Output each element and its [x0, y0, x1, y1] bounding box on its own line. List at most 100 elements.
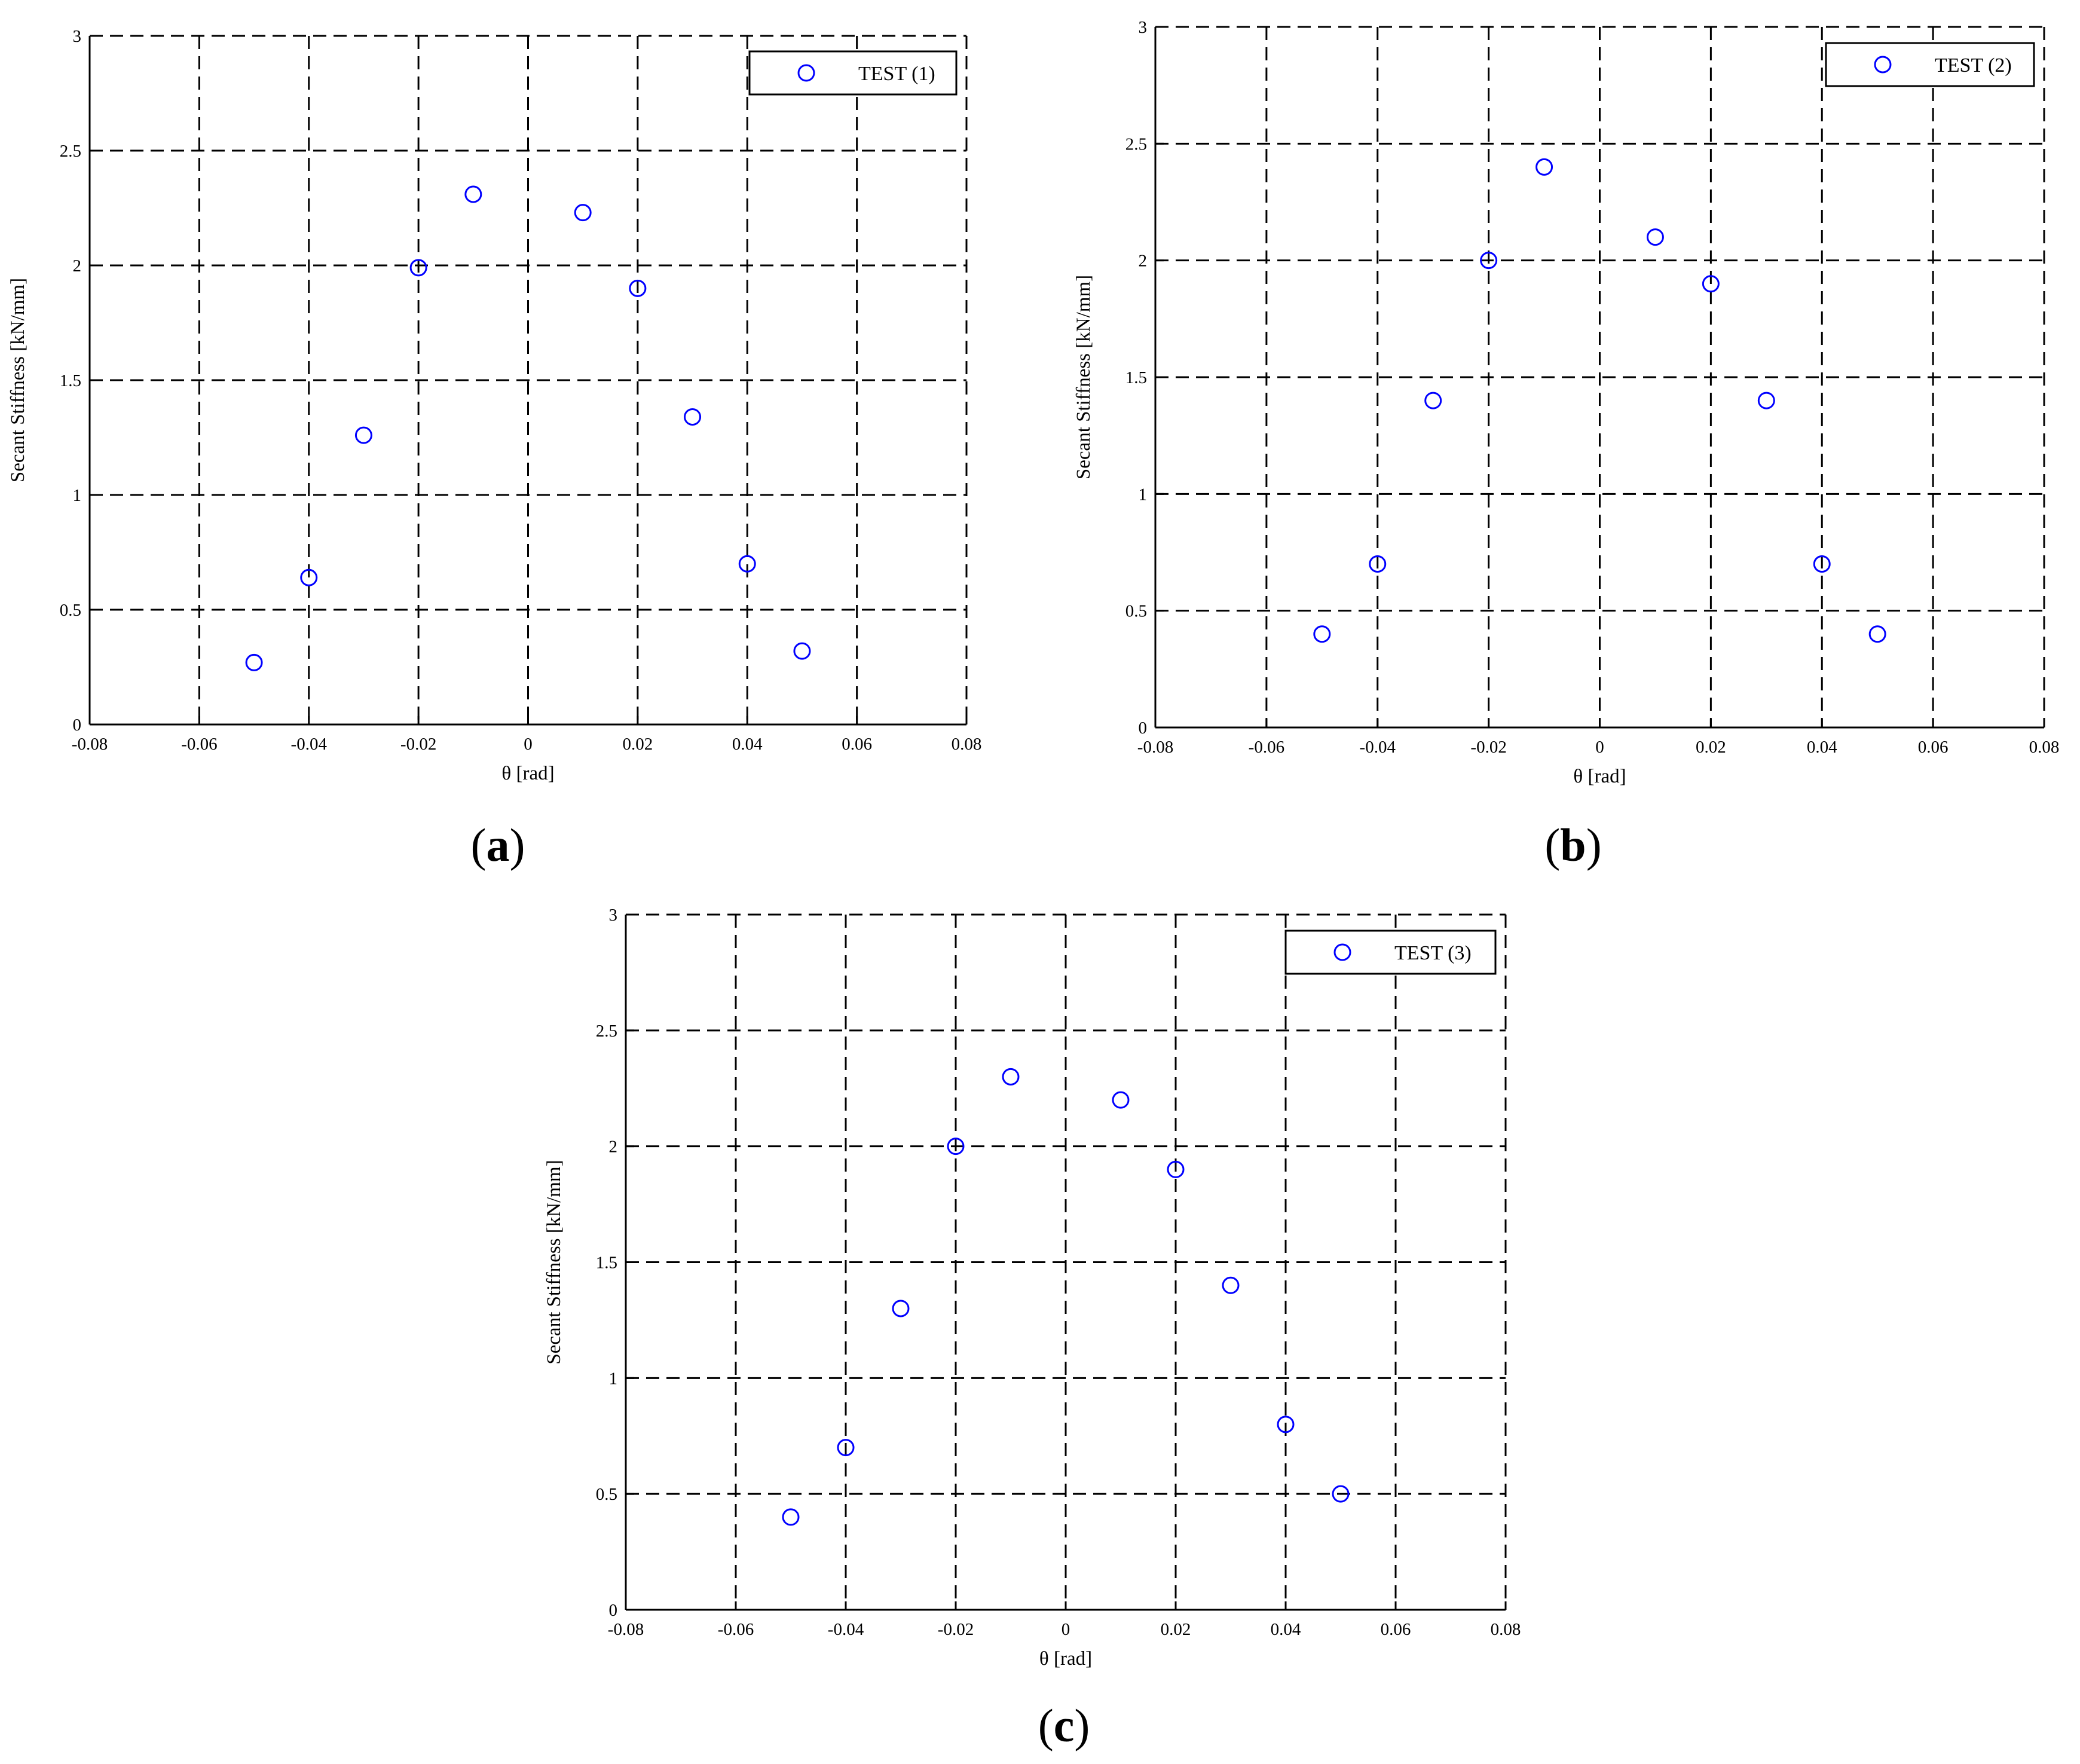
- x-tick-label: 0.02: [1161, 1620, 1191, 1639]
- x-tick-label: 0: [1595, 738, 1604, 757]
- x-tick-label: -0.04: [291, 735, 328, 754]
- y-tick-label: 2: [1139, 252, 1148, 271]
- data-point: [1112, 1091, 1130, 1109]
- x-tick-label: -0.04: [1360, 738, 1396, 757]
- legend-marker: [1333, 943, 1351, 961]
- x-tick-label: 0.08: [952, 735, 982, 754]
- legend: TEST (1): [748, 50, 958, 96]
- y-tick-label: 1: [1139, 485, 1148, 504]
- legend-label: TEST (3): [1394, 942, 1472, 964]
- chart-panel-c: -0.08 -0.06 -0.04 -0.02 0 0.02 0.04 0.06 0.08 0 0.…: [543, 906, 1521, 1751]
- data-point: [1222, 1276, 1240, 1294]
- y-tick-label: 2.5: [596, 1022, 617, 1041]
- data-point: [629, 279, 647, 297]
- panel-caption-letter: b: [1560, 819, 1586, 871]
- data-point: [947, 1138, 965, 1155]
- x-tick-label: 0: [524, 735, 533, 754]
- data-point: [782, 1508, 800, 1526]
- panel-caption: (c): [1038, 1699, 1090, 1751]
- data-point: [354, 426, 372, 444]
- data-point: [892, 1300, 910, 1317]
- data-point: [793, 642, 811, 660]
- data-point: [1813, 555, 1831, 573]
- x-tick-label: 0.02: [1696, 738, 1726, 757]
- data-point: [1002, 1068, 1020, 1086]
- x-axis-label: θ [rad]: [1039, 1648, 1092, 1670]
- legend-marker: [797, 64, 815, 82]
- y-tick-label: 1.5: [60, 371, 81, 390]
- x-tick-label: -0.08: [1137, 738, 1173, 757]
- y-tick-label: 0: [1139, 719, 1148, 738]
- legend: TEST (3): [1284, 930, 1497, 975]
- x-tick-label: -0.06: [718, 1620, 754, 1639]
- x-tick-label: -0.02: [400, 735, 436, 754]
- x-tick-label: -0.04: [828, 1620, 864, 1639]
- y-tick-label: 0: [609, 1601, 618, 1620]
- data-point: [1424, 392, 1442, 409]
- x-tick-label: 0: [1062, 1620, 1070, 1639]
- x-tick-label: 0.04: [732, 735, 763, 754]
- y-tick-label: 3: [609, 906, 618, 925]
- y-tick-label: 0.5: [1125, 602, 1147, 621]
- y-tick-label: 2: [73, 256, 82, 276]
- data-point: [1646, 228, 1664, 246]
- y-axis-label: Secant Stiffness [kN/mm]: [7, 278, 29, 482]
- x-tick-label: 0.08: [1491, 1620, 1521, 1639]
- legend-label: TEST (2): [1935, 54, 2012, 77]
- legend-label: TEST (1): [858, 63, 935, 85]
- data-point: [738, 555, 756, 573]
- data-point: [1369, 555, 1387, 573]
- legend-box: [1825, 42, 2035, 87]
- y-tick-label: 3: [73, 27, 82, 46]
- x-tick-label: -0.06: [1249, 738, 1284, 757]
- data-point: [1535, 158, 1553, 176]
- x-tick-label: -0.02: [938, 1620, 974, 1639]
- data-point: [300, 568, 318, 586]
- legend-marker: [1874, 56, 1892, 74]
- legend: TEST (2): [1825, 42, 2035, 87]
- data-point: [1480, 252, 1498, 270]
- x-tick-label: 0.02: [623, 735, 653, 754]
- x-tick-label: -0.06: [181, 735, 217, 754]
- x-axis-label: θ [rad]: [1573, 766, 1626, 787]
- data-point: [1313, 625, 1331, 643]
- data-point: [1702, 275, 1720, 293]
- data-point: [837, 1439, 855, 1457]
- x-tick-label: -0.02: [1470, 738, 1506, 757]
- y-tick-label: 0.5: [60, 601, 81, 620]
- x-axis-label: θ [rad]: [501, 763, 554, 784]
- data-point: [1868, 625, 1886, 643]
- panel-caption-letter: c: [1054, 1699, 1075, 1751]
- data-point: [1332, 1485, 1350, 1503]
- y-axis-label: Secant Stiffness [kN/mm]: [543, 1160, 565, 1364]
- y-tick-label: 2.5: [60, 142, 81, 161]
- y-tick-label: 0: [73, 716, 82, 735]
- y-tick-label: 1: [609, 1369, 618, 1388]
- data-point: [245, 653, 263, 671]
- chart-panel-b: -0.08 -0.06 -0.04 -0.02 0 0.02 0.04 0.06 0.08 0 0.…: [1073, 18, 2059, 871]
- data-point: [1167, 1160, 1185, 1178]
- data-point: [1277, 1416, 1295, 1433]
- y-tick-label: 2: [609, 1138, 618, 1157]
- x-tick-label: 0.06: [1381, 1620, 1411, 1639]
- data-point: [1757, 392, 1775, 409]
- data-point: [574, 204, 592, 222]
- y-axis-label: Secant Stiffness [kN/mm]: [1073, 275, 1094, 479]
- panel-caption: (a): [471, 819, 525, 871]
- panel-caption-letter: a: [487, 819, 510, 871]
- data-point: [464, 185, 482, 203]
- x-tick-label: 0.06: [842, 735, 872, 754]
- legend-box: [1284, 930, 1497, 975]
- y-tick-label: 2.5: [1125, 134, 1147, 154]
- x-tick-label: -0.08: [608, 1620, 644, 1639]
- panel-caption: (b): [1544, 819, 1601, 871]
- chart-panel-a: -0.08 -0.06 -0.04 -0.02 0 0.02 0.04 0.06 0.08 0 0.…: [7, 27, 981, 871]
- y-tick-label: 1.5: [1125, 368, 1147, 387]
- x-tick-label: -0.08: [72, 735, 108, 754]
- data-point: [409, 259, 427, 277]
- x-tick-label: 0.08: [2029, 738, 2060, 757]
- y-tick-label: 1.5: [596, 1254, 617, 1273]
- x-tick-label: 0.04: [1271, 1620, 1301, 1639]
- x-tick-label: 0.04: [1807, 738, 1837, 757]
